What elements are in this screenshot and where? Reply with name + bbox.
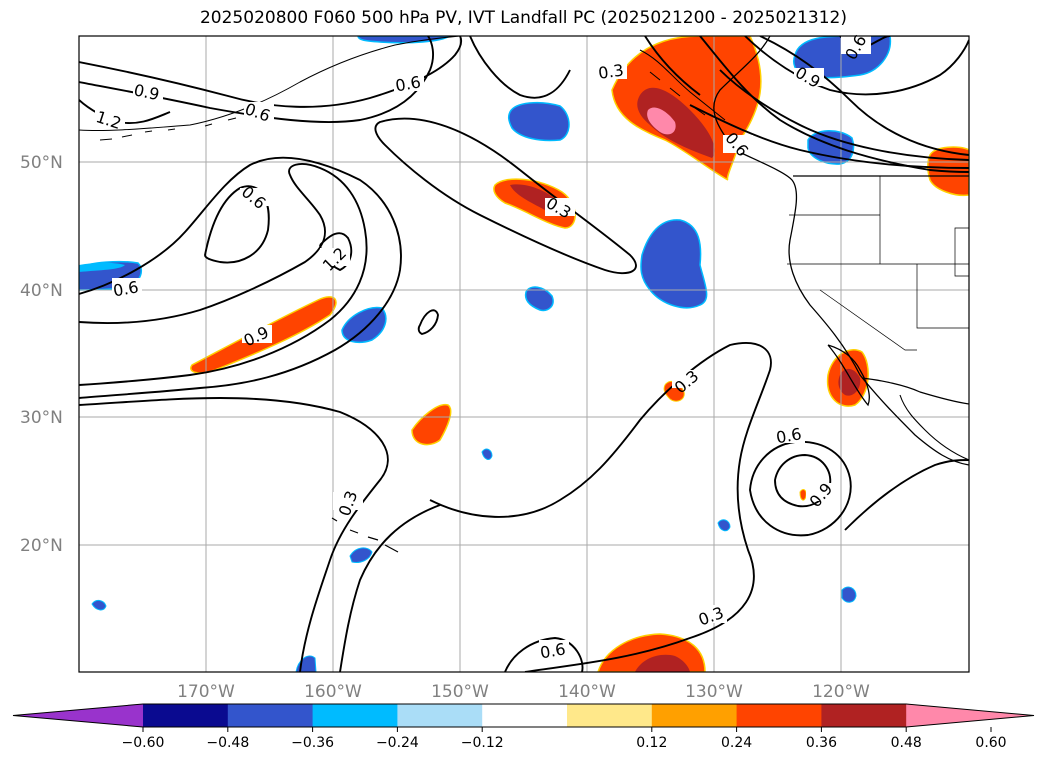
- map-frame: [78, 35, 970, 673]
- colorbar-segment: [482, 704, 568, 727]
- colorbar-segment: [567, 704, 653, 727]
- colorbar-tick-label: −0.60: [122, 735, 165, 751]
- colorbar-tick-label: 0.12: [636, 735, 667, 751]
- contour-label-0.6-g: 0.6: [775, 424, 803, 447]
- coastlines: [79, 36, 969, 553]
- contour-0.6-east-loop: [749, 441, 852, 537]
- contour-label-0.6-b: 0.6: [394, 72, 422, 95]
- colorbar-segment: [651, 704, 738, 727]
- contour-0.3-east-sweep: [429, 342, 772, 672]
- contour-label-0.9-a: 0.9: [132, 80, 161, 104]
- contour-0.9-ne: [744, 36, 969, 96]
- anomaly-neg-tiny-a: [481, 448, 493, 460]
- anomaly-neg-tiny-e: [841, 586, 857, 603]
- colorbar-extend-min: [13, 704, 143, 727]
- colorbar-segment: [312, 704, 398, 727]
- contour-0.6-upper-right: [469, 36, 571, 99]
- colorbar-tick-label: −0.12: [461, 735, 504, 751]
- colorbar-tick-label: −0.24: [376, 735, 419, 751]
- colorbar-segment: [397, 704, 483, 727]
- lat-label-50N: 50°N: [20, 153, 63, 173]
- colorbar-segment: [821, 704, 907, 727]
- contour-0.6-large: [79, 156, 402, 399]
- mexico-mainland: [899, 394, 969, 461]
- baja-peninsula: [827, 344, 870, 407]
- contour-label-0.3-a: 0.3: [597, 60, 625, 82]
- anomaly-neg-upper: [507, 101, 570, 142]
- lon-label-170W: 170°W: [177, 682, 235, 702]
- contour-labels: 0.9 1.2 0.6 0.6 0.3 0.6 0.9 0.6 0.3 1.2 …: [94, 32, 871, 662]
- alaska-peninsula: [79, 36, 461, 132]
- contour-lines: [79, 36, 969, 672]
- contour-0.9-ne-mid: [759, 36, 969, 156]
- anomaly-pos-nw-coast-core: [637, 87, 715, 158]
- colorbar-tick-label: 0.24: [721, 735, 752, 751]
- lat-label-20N: 20°N: [20, 536, 63, 556]
- colorbar-segment: [227, 704, 314, 727]
- colorbar-segment: [736, 704, 822, 727]
- colorbar-segment: [143, 704, 229, 727]
- contour-label-0.6-d: 0.6: [112, 277, 140, 300]
- map-title: 2025020800 F060 500 hPa PV, IVT Landfall…: [199, 8, 847, 28]
- lon-label-150W: 150°W: [431, 682, 489, 702]
- lat-label-40N: 40°N: [20, 281, 63, 301]
- anomaly-neg-tiny-b: [717, 519, 731, 532]
- southeast-alaska: [639, 49, 726, 121]
- lon-label-140W: 140°W: [558, 682, 616, 702]
- anomaly-neg-tiny-f: [295, 655, 317, 672]
- lat-label-30N: 30°N: [20, 408, 63, 428]
- colorbar-tick-label: 0.48: [891, 735, 922, 751]
- anomaly-neg-mid-small: [524, 286, 554, 312]
- contour-label-0.6-h: 0.6: [539, 639, 567, 662]
- contour-0.6-ne: [699, 36, 969, 173]
- anomaly-neg-tiny-d: [91, 599, 107, 611]
- contour-0.6-ne-mid: [719, 69, 969, 161]
- lon-label-120W: 120°W: [812, 682, 870, 702]
- contour-0.9-large: [79, 163, 368, 386]
- colorbar-tick-label: −0.48: [206, 735, 249, 751]
- contour-0.3-lower: [339, 504, 441, 672]
- contour-0.3-east-edge: [844, 459, 969, 531]
- longitude-labels: 170°W 160°W 150°W 140°W 130°W 120°W: [177, 682, 870, 702]
- colorbar-tick-label: 0.36: [806, 735, 837, 751]
- anomaly-neg-central: [640, 219, 708, 309]
- us-mexico-border: [861, 377, 969, 405]
- anomaly-neg-west-edge-light: [79, 262, 125, 272]
- contour-1.2-ne: [689, 104, 969, 169]
- lon-label-160W: 160°W: [304, 682, 362, 702]
- lon-label-130W: 130°W: [685, 682, 743, 702]
- contour-0.6-mid-loop: [374, 117, 637, 275]
- anomaly-neg-tiny-c: [349, 547, 373, 563]
- contour-0.3-south: [79, 397, 389, 672]
- colorbar: −0.60 −0.48 −0.36 −0.24 −0.12 0.12 0.24 0.36 0.4…: [12, 703, 1035, 751]
- anomaly-neg-mid-left: [341, 306, 387, 343]
- anomaly-pos-nw-coast-peak: [647, 107, 676, 135]
- contour-0.6-northwest: [79, 36, 463, 108]
- anomaly-pos-south-core: [635, 654, 690, 672]
- graticule: [79, 36, 969, 672]
- state-lines: [787, 176, 969, 351]
- north-america-coast: [713, 36, 969, 466]
- contour-0.3-ne: [644, 36, 701, 96]
- anomaly-pos-subtropical: [411, 403, 452, 446]
- anomaly-neg-top: [357, 36, 452, 44]
- colorbar-tick-label: 0.60: [975, 735, 1006, 751]
- anomaly-pos-baja-core: [838, 368, 861, 396]
- contour-0.6-south: [504, 637, 584, 672]
- latitude-labels: 50°N 40°N 30°N 20°N: [20, 153, 63, 556]
- hawaii-islands: [331, 517, 399, 553]
- contour-0.3-central: [417, 309, 439, 336]
- colorbar-tick-label: −0.36: [291, 735, 334, 751]
- political-borders: [787, 175, 969, 405]
- colorbar-extend-max: [906, 704, 1034, 727]
- contour-0.6-west-loop: [204, 185, 270, 264]
- aleutian-islands: [99, 117, 237, 141]
